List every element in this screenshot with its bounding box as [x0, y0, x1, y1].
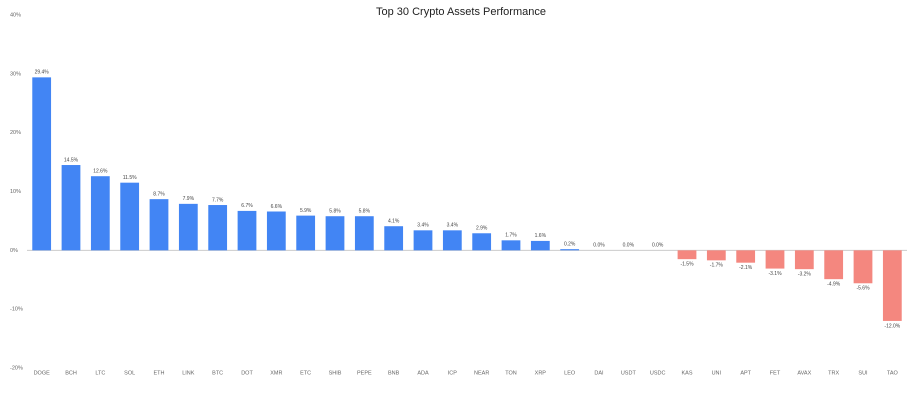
value-label: 12.6%	[93, 169, 108, 175]
value-label: -3.2%	[798, 271, 812, 277]
value-label: 5.9%	[300, 208, 312, 214]
value-label: 29.4%	[35, 70, 50, 76]
x-tick-label: LINK	[182, 370, 195, 376]
bar	[90, 176, 110, 251]
bar	[706, 250, 726, 261]
x-tick-label: USDC	[650, 370, 666, 376]
y-tick-label: 20%	[10, 130, 21, 136]
value-label: 7.7%	[212, 197, 224, 203]
value-label: -3.1%	[768, 271, 782, 277]
bar	[178, 203, 198, 251]
value-label: 3.4%	[447, 223, 459, 229]
bar	[149, 199, 169, 251]
value-label: 0.0%	[652, 243, 664, 249]
bar	[384, 226, 404, 251]
bar	[120, 182, 140, 251]
x-tick-label: ETH	[154, 370, 165, 376]
x-tick-label: LTC	[95, 370, 105, 376]
x-tick-label: BCH	[65, 370, 77, 376]
bar	[442, 230, 462, 251]
x-tick-label: TON	[505, 370, 517, 376]
x-tick-label: APT	[740, 370, 751, 376]
bar	[560, 249, 580, 251]
bar	[677, 250, 697, 260]
value-label: 6.7%	[241, 203, 253, 209]
bar	[266, 211, 286, 251]
value-label: 14.5%	[64, 157, 79, 163]
value-label: 6.6%	[271, 204, 283, 210]
value-label: 11.5%	[123, 175, 137, 181]
value-label: -1.5%	[680, 261, 694, 267]
bar	[413, 230, 433, 251]
x-tick-label: BTC	[212, 370, 223, 376]
x-tick-label: KAS	[681, 370, 692, 376]
x-tick-label: XMR	[270, 370, 282, 376]
bar	[882, 250, 902, 321]
value-label: 1.6%	[535, 233, 547, 239]
x-tick-label: ICP	[448, 370, 458, 376]
x-tick-label: DOT	[241, 370, 253, 376]
value-label: -5.6%	[856, 286, 870, 292]
value-label: 1.7%	[505, 233, 517, 239]
x-tick-label: UNI	[712, 370, 722, 376]
x-tick-label: LEO	[564, 370, 576, 376]
value-label: 0.0%	[623, 243, 635, 249]
y-tick-label: 40%	[10, 12, 21, 18]
x-tick-label: SHIB	[329, 370, 342, 376]
x-tick-label: PEPE	[357, 370, 372, 376]
chart-title: Top 30 Crypto Assets Performance	[376, 6, 546, 18]
bar	[472, 233, 492, 251]
bar	[354, 216, 374, 251]
x-tick-label: TRX	[828, 370, 839, 376]
x-tick-label: NEAR	[474, 370, 489, 376]
value-label: 5.8%	[329, 209, 341, 215]
x-tick-label: TAO	[887, 370, 899, 376]
value-label: 7.9%	[183, 196, 195, 202]
x-tick-label: USDT	[621, 370, 637, 376]
x-tick-label: ETC	[300, 370, 311, 376]
bar	[325, 216, 345, 251]
bar	[32, 77, 52, 251]
x-tick-label: DOGE	[34, 370, 51, 376]
bar	[208, 205, 228, 251]
bar	[61, 165, 81, 251]
bar	[794, 250, 814, 270]
x-tick-label: XRP	[535, 370, 547, 376]
x-tick-label: DAI	[594, 370, 604, 376]
value-label: -4.9%	[827, 281, 841, 287]
value-label: 0.2%	[564, 241, 576, 247]
value-label: -1.7%	[710, 263, 724, 269]
bar	[501, 240, 521, 251]
value-label: -12.0%	[884, 323, 900, 329]
bar	[296, 215, 316, 251]
x-tick-label: BNB	[388, 370, 400, 376]
x-tick-label: SUI	[858, 370, 868, 376]
value-label: 5.8%	[359, 209, 371, 215]
bar	[736, 250, 756, 263]
value-label: 8.7%	[153, 191, 165, 197]
y-tick-label: 0%	[10, 248, 18, 254]
bar	[237, 210, 257, 251]
x-tick-label: SOL	[124, 370, 135, 376]
value-label: 2.9%	[476, 226, 488, 232]
bar	[853, 250, 873, 284]
bar	[824, 250, 844, 280]
bar	[530, 240, 550, 251]
y-tick-label: -20%	[10, 365, 23, 371]
value-label: 4.1%	[388, 219, 400, 225]
y-tick-label: 30%	[10, 71, 21, 77]
x-tick-label: AVAX	[797, 370, 811, 376]
x-tick-label: ADA	[417, 370, 429, 376]
value-label: 3.4%	[417, 223, 429, 229]
y-tick-label: 10%	[10, 189, 21, 195]
value-label: 0.0%	[593, 243, 605, 249]
bar	[765, 250, 785, 269]
value-label: -2.1%	[739, 265, 753, 271]
x-tick-label: FET	[770, 370, 781, 376]
y-tick-label: -10%	[10, 307, 23, 313]
